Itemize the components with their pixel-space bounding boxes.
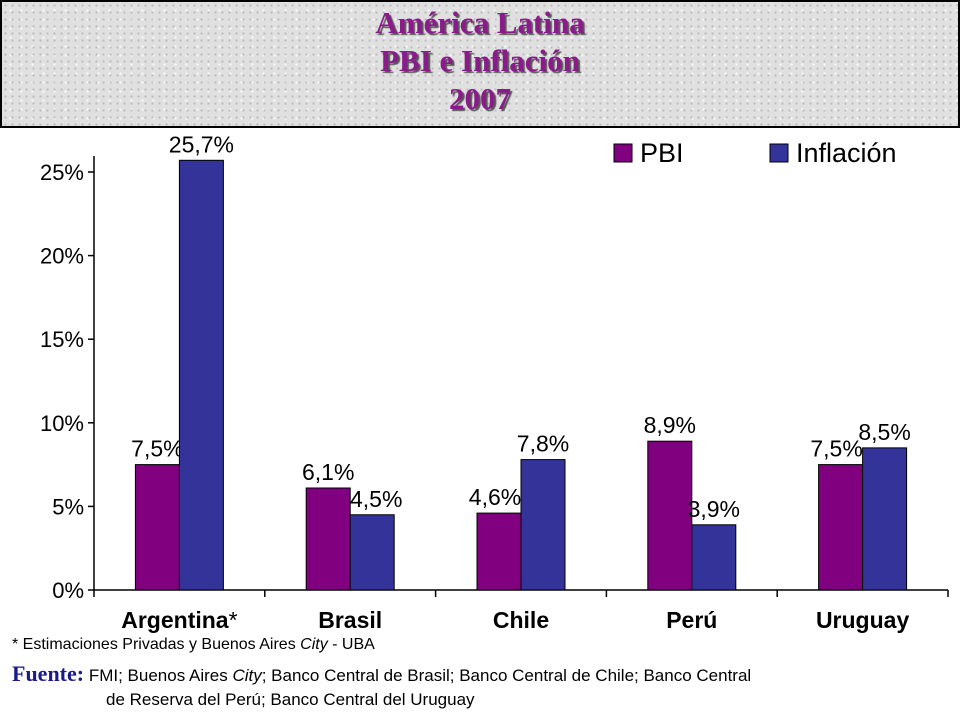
bar-inflacion (349, 514, 395, 591)
footnote-prefix: * Estimaciones Privadas y Buenos Aires (12, 636, 301, 653)
source-label: Fuente: (12, 661, 85, 686)
data-label-inflacion: 8,5% (858, 419, 910, 445)
source-italic: City (232, 666, 262, 685)
source: Fuente: FMI; Buenos Aires City; Banco Ce… (12, 662, 952, 712)
data-label-inflacion: 3,9% (688, 496, 740, 522)
y-tick-label: 10% (40, 411, 84, 436)
bar-pbi (476, 512, 522, 591)
bar-pbi (305, 487, 351, 591)
bar-inflacion (862, 447, 908, 591)
bar-pbi (647, 440, 693, 591)
footnote-italic: City (300, 636, 328, 653)
legend-swatch-pbi (613, 143, 633, 163)
data-label-pbi: 8,9% (644, 412, 696, 438)
category-label: Argentina* (121, 607, 237, 633)
title-line-2: PBI e Inflación (380, 43, 580, 78)
title-line-1: América Latina (375, 5, 585, 40)
category-label: Chile (493, 607, 549, 633)
category-label: Brasil (318, 607, 382, 633)
source-part-1: FMI; Buenos Aires (84, 666, 233, 685)
data-label-pbi: 7,5% (131, 436, 183, 462)
source-line-2: de Reserva del Perú; Banco Central del U… (106, 690, 475, 709)
legend-swatch-inflacion (769, 143, 789, 163)
data-label-inflacion: 4,5% (350, 486, 402, 512)
y-tick-label: 15% (40, 327, 84, 352)
category-label: Perú (666, 607, 717, 633)
title-box: América Latina PBI e Inflación 2007 (0, 0, 960, 128)
footnote-suffix: - UBA (327, 636, 375, 653)
y-tick-label: 0% (52, 578, 84, 603)
data-label-inflacion: 25,7% (169, 131, 234, 157)
y-tick-label: 20% (40, 244, 84, 269)
legend-label-pbi: PBI (640, 138, 684, 168)
title-line-3: 2007 (449, 81, 511, 116)
data-label-pbi: 7,5% (810, 436, 862, 462)
y-tick-label: 25% (40, 160, 84, 185)
data-label-pbi: 4,6% (469, 484, 521, 510)
bar-pbi (818, 464, 864, 591)
legend-label-inflacion: Inflación (796, 138, 897, 168)
footnote: * Estimaciones Privadas y Buenos Aires C… (12, 636, 375, 654)
source-part-2: ; Banco Central de Brasil; Banco Central… (261, 666, 752, 685)
bar-inflacion (178, 159, 224, 591)
data-label-pbi: 6,1% (302, 459, 354, 485)
bar-inflacion (520, 459, 566, 591)
bar-inflacion (691, 524, 737, 591)
bar-chart: 0%5%10%15%20%25%7,5%25,7%Argentina*6,1%4… (40, 131, 949, 633)
category-suffix: * (229, 607, 238, 633)
category-label: Uruguay (816, 607, 910, 633)
source-line-1: Fuente: FMI; Buenos Aires City; Banco Ce… (12, 662, 952, 688)
bar-pbi (134, 464, 180, 591)
data-label-inflacion: 7,8% (517, 431, 569, 457)
y-tick-label: 5% (52, 494, 84, 519)
